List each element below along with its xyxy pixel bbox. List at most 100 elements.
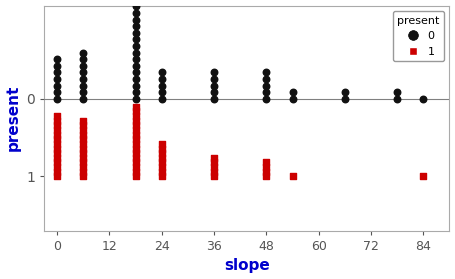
Point [394, 90, 401, 94]
Point [132, 132, 139, 137]
Point [158, 97, 165, 101]
Point [263, 170, 270, 174]
Point [80, 156, 87, 160]
Point [53, 142, 61, 146]
Point [132, 90, 139, 94]
Point [210, 90, 217, 94]
Point [132, 174, 139, 179]
Point [132, 104, 139, 109]
Point [80, 142, 87, 146]
Point [132, 146, 139, 151]
Point [132, 165, 139, 169]
Point [132, 114, 139, 118]
Point [53, 170, 61, 174]
Point [80, 118, 87, 123]
Point [53, 83, 61, 88]
Point [53, 64, 61, 68]
Point [394, 97, 401, 101]
Point [132, 160, 139, 165]
Point [132, 128, 139, 132]
Point [53, 146, 61, 151]
Point [263, 174, 270, 179]
Point [210, 156, 217, 160]
Point [132, 170, 139, 174]
Point [80, 50, 87, 55]
Point [132, 151, 139, 155]
Point [132, 142, 139, 146]
Point [80, 70, 87, 74]
Point [80, 132, 87, 137]
Point [210, 70, 217, 74]
Point [210, 97, 217, 101]
Point [132, 156, 139, 160]
Point [263, 77, 270, 81]
Point [132, 17, 139, 22]
Point [132, 4, 139, 9]
Point [53, 165, 61, 169]
Point [210, 165, 217, 169]
Point [341, 97, 349, 101]
Point [132, 24, 139, 28]
Point [53, 90, 61, 94]
Point [53, 128, 61, 132]
Point [158, 90, 165, 94]
Point [210, 170, 217, 174]
Point [80, 137, 87, 141]
Point [53, 137, 61, 141]
Point [158, 146, 165, 151]
Point [80, 57, 87, 61]
Point [80, 160, 87, 165]
Point [53, 70, 61, 74]
Point [132, 109, 139, 114]
X-axis label: slope: slope [224, 258, 270, 273]
Point [132, 50, 139, 55]
Point [263, 165, 270, 169]
Point [80, 170, 87, 174]
Point [80, 123, 87, 128]
Point [158, 83, 165, 88]
Point [53, 97, 61, 101]
Point [53, 151, 61, 155]
Point [53, 160, 61, 165]
Point [210, 77, 217, 81]
Point [158, 77, 165, 81]
Point [158, 156, 165, 160]
Point [132, 70, 139, 74]
Point [132, 11, 139, 15]
Point [210, 160, 217, 165]
Point [289, 97, 296, 101]
Point [132, 44, 139, 48]
Point [53, 132, 61, 137]
Point [80, 146, 87, 151]
Point [132, 137, 139, 141]
Point [132, 37, 139, 42]
Point [80, 83, 87, 88]
Point [132, 0, 139, 2]
Point [158, 151, 165, 155]
Point [80, 128, 87, 132]
Point [158, 160, 165, 165]
Point [80, 97, 87, 101]
Y-axis label: present: present [5, 85, 20, 151]
Point [132, 77, 139, 81]
Point [289, 90, 296, 94]
Point [53, 118, 61, 123]
Point [289, 174, 296, 179]
Point [80, 165, 87, 169]
Point [80, 77, 87, 81]
Point [263, 97, 270, 101]
Point [53, 123, 61, 128]
Point [132, 123, 139, 128]
Point [53, 77, 61, 81]
Point [210, 174, 217, 179]
Point [341, 90, 349, 94]
Point [132, 30, 139, 35]
Point [158, 142, 165, 146]
Point [263, 90, 270, 94]
Point [132, 83, 139, 88]
Point [158, 70, 165, 74]
Point [158, 165, 165, 169]
Point [80, 174, 87, 179]
Point [132, 97, 139, 101]
Legend: 0, 1: 0, 1 [393, 11, 444, 61]
